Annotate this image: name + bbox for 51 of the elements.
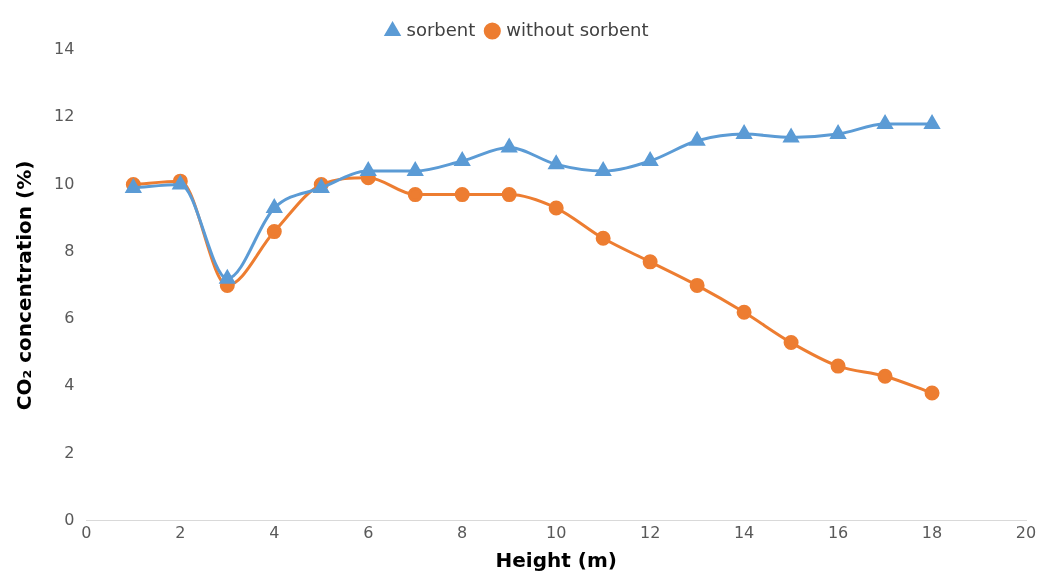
point xyxy=(924,385,940,401)
y-tick-label: 14 xyxy=(54,39,75,59)
point xyxy=(642,152,658,166)
point xyxy=(877,115,893,129)
point xyxy=(736,125,752,140)
point xyxy=(783,128,799,143)
x-tick-label: 20 xyxy=(1015,522,1037,542)
y-tick-label: 4 xyxy=(64,375,75,395)
y-tick-label: 0 xyxy=(64,509,75,529)
y-axis-title: CO₂ concentration (%) xyxy=(12,160,37,411)
point xyxy=(266,199,282,214)
point xyxy=(501,139,517,153)
x-tick-label: 10 xyxy=(546,522,567,542)
point xyxy=(924,115,940,129)
point xyxy=(830,125,846,140)
point xyxy=(266,224,282,240)
x-tick-label: 2 xyxy=(175,522,186,542)
x-tick-label: 14 xyxy=(733,522,755,542)
y-tick-label: 6 xyxy=(64,308,75,328)
point xyxy=(689,132,705,146)
point xyxy=(736,304,752,320)
point xyxy=(454,152,470,166)
point xyxy=(407,187,423,203)
point xyxy=(877,368,893,384)
x-tick-label: 4 xyxy=(269,522,280,542)
y-tick-label: 2 xyxy=(64,442,75,462)
point xyxy=(548,155,564,170)
point xyxy=(360,162,376,177)
x-tick-label: 6 xyxy=(363,522,374,542)
point xyxy=(548,200,564,216)
x-tick-label: 16 xyxy=(827,522,849,542)
point xyxy=(830,358,846,374)
legend-label: sorbent xyxy=(406,18,476,40)
point xyxy=(689,277,705,293)
y-tick-label: 10 xyxy=(54,173,75,193)
x-tick-label: 18 xyxy=(921,522,943,542)
x-axis-title: Height (m) xyxy=(495,548,617,573)
point xyxy=(454,187,470,203)
x-tick-label: 12 xyxy=(639,522,661,542)
x-tick-label: 8 xyxy=(457,522,468,542)
point xyxy=(595,230,611,246)
point xyxy=(219,270,235,284)
point xyxy=(501,187,517,203)
legend-label: without sorbent xyxy=(506,18,649,40)
y-tick-label: 8 xyxy=(64,240,75,260)
point xyxy=(407,162,423,177)
point xyxy=(783,335,799,351)
point xyxy=(642,254,658,270)
y-tick-label: 12 xyxy=(54,106,75,126)
x-tick-label: 0 xyxy=(81,522,92,542)
point xyxy=(595,162,611,177)
